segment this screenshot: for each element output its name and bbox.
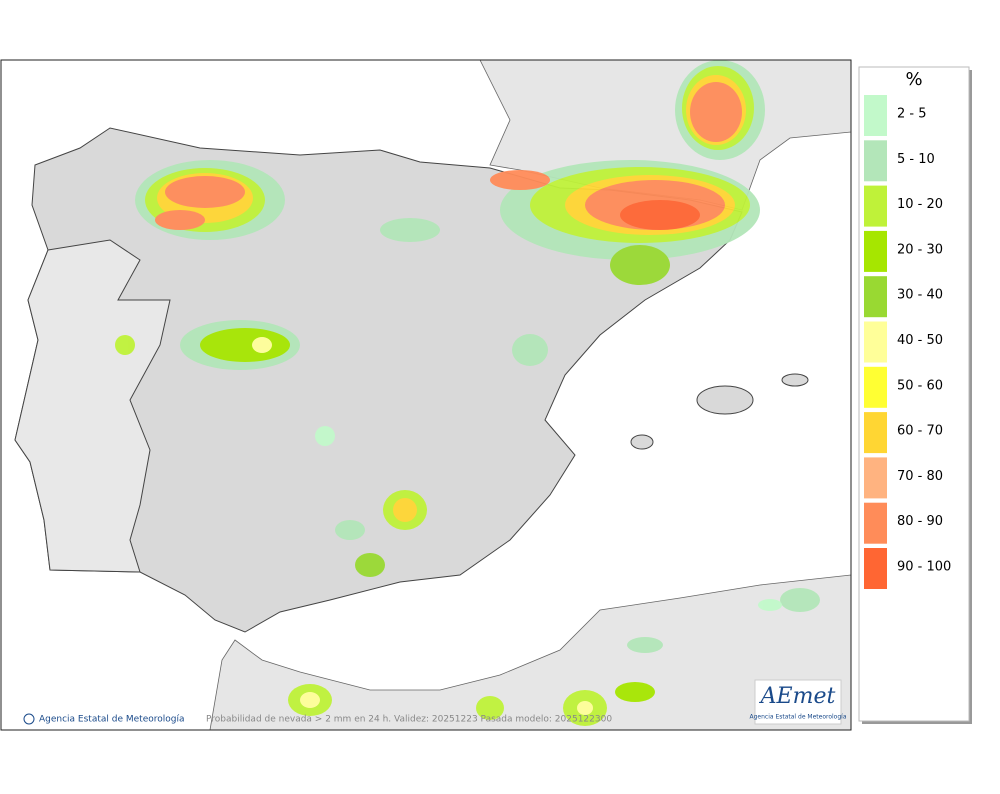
snow-probability: [115, 60, 820, 726]
legend-swatch: [864, 502, 887, 544]
logo: AEmet: [759, 684, 836, 709]
legend-swatch: [864, 230, 887, 272]
legend-swatch: [864, 457, 887, 499]
legend-swatch: [864, 321, 887, 363]
map: AEmet Agencia Estatal de Meteorología Ag…: [1, 60, 851, 730]
legend-swatch: [864, 276, 887, 318]
legend-label: 2 - 5: [897, 107, 927, 122]
legend-swatch: [864, 366, 887, 408]
copyright-icon: [23, 713, 35, 725]
legend-label: 90 - 100: [897, 560, 951, 575]
legend-label: 70 - 80: [897, 469, 943, 484]
legend-label: 80 - 90: [897, 514, 943, 529]
legend-title: %: [905, 69, 922, 90]
menorca: [781, 373, 809, 387]
logo-box: [754, 679, 842, 725]
portugal: [14, 239, 171, 573]
legend-swatch: [864, 548, 887, 589]
legend-label: 10 - 20: [897, 197, 943, 212]
logo-subtitle: Agencia Estatal de Meteorología: [750, 714, 847, 721]
legend-label: 20 - 30: [897, 242, 943, 257]
mallorca: [696, 385, 754, 415]
africa: [209, 574, 851, 730]
legend-swatch: [864, 95, 887, 136]
legend-swatch: [864, 185, 887, 227]
legend-swatch: [864, 140, 887, 182]
legend-label: 40 - 50: [897, 333, 943, 348]
legend-swatch: [864, 412, 887, 454]
credit: Agencia Estatal de Meteorología: [39, 715, 185, 725]
caption: Probabilidad de nevada > 2 mm en 24 h. V…: [206, 715, 612, 725]
legend-label: 50 - 60: [897, 378, 943, 393]
legend-label: 60 - 70: [897, 424, 943, 439]
legend-items: 2 - 5 5 - 10 10 - 20 20 - 30 30 - 40 40 - 50 5…: [864, 95, 951, 589]
ibiza: [630, 434, 654, 450]
legend-label: 5 - 10: [897, 152, 935, 167]
legend-label: 30 - 40: [897, 288, 943, 303]
map-frame: [0, 59, 852, 731]
